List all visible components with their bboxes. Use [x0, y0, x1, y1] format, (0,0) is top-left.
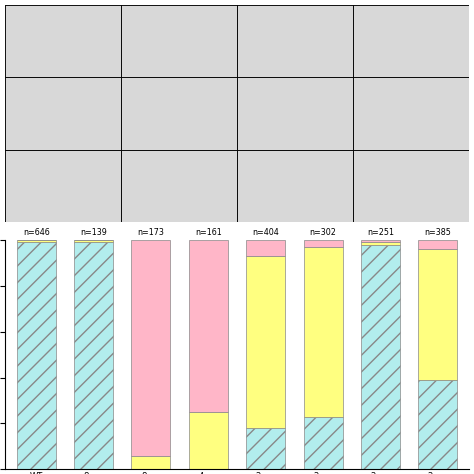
Bar [17, 240, 56, 243]
Bar [121, 150, 237, 222]
Bar [121, 77, 237, 150]
Bar [303, 247, 343, 417]
Bar [418, 240, 457, 249]
Bar [303, 417, 343, 469]
Bar [246, 428, 285, 469]
Bar [74, 243, 113, 469]
Text: n=646: n=646 [23, 228, 50, 237]
Bar [237, 5, 353, 77]
Bar [237, 150, 353, 222]
Text: n=302: n=302 [310, 228, 337, 237]
Bar [246, 256, 285, 428]
Bar [121, 5, 237, 77]
Bar [74, 240, 113, 243]
Text: n=385: n=385 [424, 228, 451, 237]
Text: n=139: n=139 [80, 228, 107, 237]
Text: n=404: n=404 [252, 228, 279, 237]
Bar [17, 243, 56, 469]
Bar [5, 5, 121, 77]
Bar [353, 5, 469, 77]
Text: n=251: n=251 [367, 228, 394, 237]
Bar [131, 456, 171, 469]
Text: n=173: n=173 [137, 228, 164, 237]
Bar [418, 380, 457, 469]
Bar [353, 150, 469, 222]
Bar [418, 249, 457, 380]
Bar [131, 240, 171, 456]
Text: n=161: n=161 [195, 228, 222, 237]
Bar [353, 77, 469, 150]
Bar [189, 240, 228, 412]
Bar [303, 240, 343, 247]
Bar [361, 245, 400, 469]
Bar [237, 77, 353, 150]
Bar [361, 240, 400, 243]
Bar [5, 77, 121, 150]
Bar [189, 412, 228, 469]
Bar [5, 150, 121, 222]
Bar [361, 243, 400, 245]
Bar [246, 240, 285, 256]
